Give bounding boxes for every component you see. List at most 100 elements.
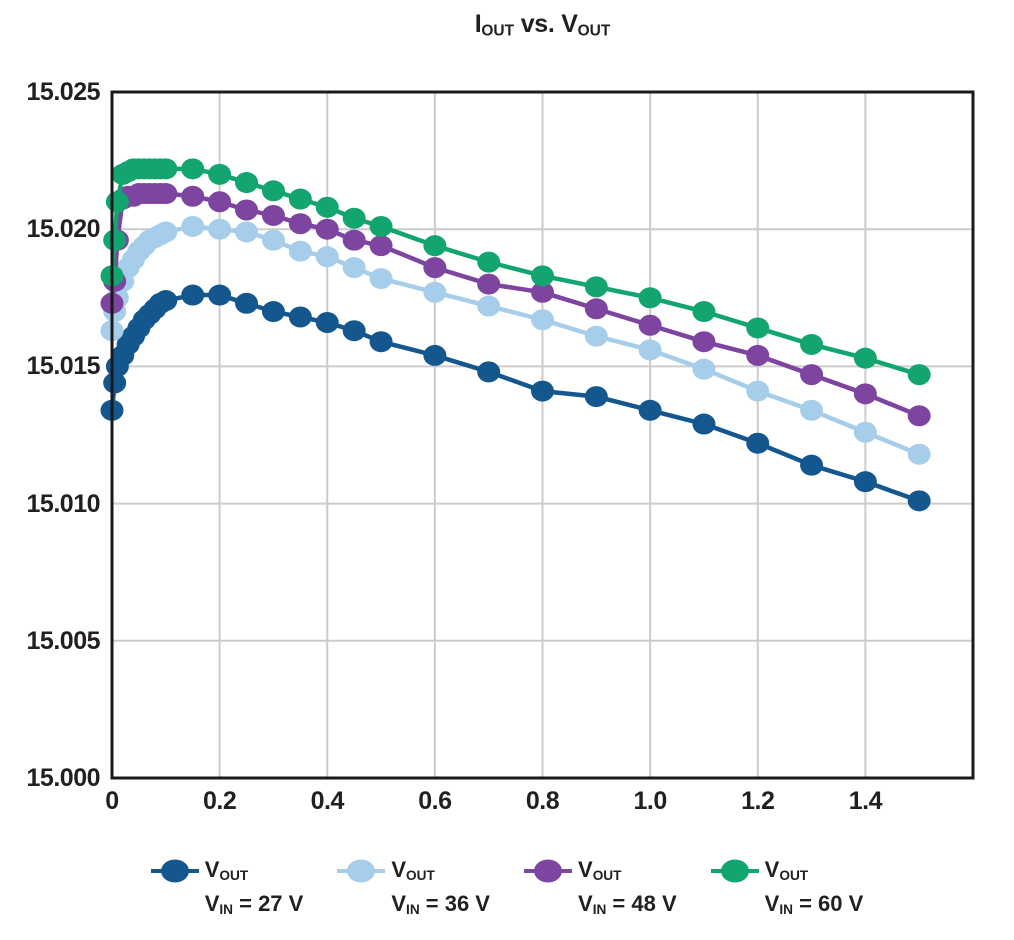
x-tick-label: 1.2 (741, 787, 775, 815)
data-point-vin-36 (477, 295, 501, 317)
data-point-vin-36 (288, 240, 312, 262)
data-point-vin-48 (692, 331, 716, 353)
data-point-vin-36 (800, 399, 824, 421)
data-point-vin-36 (154, 221, 178, 243)
data-point-vin-60 (638, 287, 662, 309)
data-point-vin-60 (261, 180, 285, 202)
plot-border (110, 90, 975, 780)
data-point-vin-36 (638, 339, 662, 361)
data-point-vin-48 (531, 281, 554, 303)
data-point-vin-36 (235, 221, 259, 243)
data-point-vin-48 (853, 383, 877, 405)
x-tick-label: 0.8 (525, 787, 560, 815)
legend-label: VOUT (391, 857, 435, 883)
data-point-vin-60 (342, 207, 366, 229)
data-point-vin-48 (235, 199, 259, 221)
data-point-vin-36 (423, 281, 447, 303)
legend-label: VOUT (204, 857, 249, 883)
data-point-vin-60 (477, 251, 501, 273)
legend-marker-vin-48 (524, 859, 572, 883)
data-point-vin-27 (692, 413, 716, 435)
data-point-vin-60 (369, 215, 393, 237)
legend-marker-vin-36 (337, 859, 386, 883)
data-point-vin-60 (235, 172, 259, 194)
series-vin-48 (100, 183, 931, 427)
legend-item-vin-48: VOUT VIN = 48 V (524, 856, 677, 924)
x-tick-label: 1.4 (848, 787, 883, 815)
data-point-vin-60 (746, 317, 770, 339)
data-point-vin-27 (907, 490, 931, 512)
data-point-vin-27 (531, 380, 554, 402)
data-point-vin-36 (369, 268, 393, 290)
data-point-vin-36 (208, 218, 232, 240)
data-point-vin-48 (154, 183, 178, 205)
y-tick-label: 15.010 (26, 489, 101, 518)
data-point-vin-36 (315, 246, 339, 268)
data-point-vin-48 (342, 229, 366, 251)
data-point-vin-27 (853, 471, 877, 493)
x-tick-label: 0.6 (418, 787, 452, 815)
data-point-vin-27 (423, 344, 447, 366)
legend-marker-vin-60 (710, 859, 759, 883)
data-point-vin-27 (181, 284, 205, 306)
data-point-vin-48 (369, 235, 393, 257)
data-point-vin-48 (800, 364, 824, 386)
series-vin-60 (100, 158, 931, 386)
data-point-vin-27 (746, 432, 770, 454)
data-point-vin-48 (315, 218, 339, 240)
data-point-vin-27 (154, 290, 178, 312)
data-point-vin-36 (181, 215, 205, 237)
data-point-vin-27 (800, 454, 824, 476)
data-point-vin-27 (261, 301, 285, 323)
y-tick-label: 15.015 (26, 352, 101, 381)
x-tick-label: 1.0 (633, 787, 667, 815)
data-point-vin-48 (288, 213, 312, 235)
y-tick-label: 15.025 (26, 78, 101, 106)
data-point-vin-60 (154, 158, 178, 180)
x-tick-label: 0.4 (310, 787, 345, 815)
data-point-vin-60 (315, 196, 339, 218)
legend-sublabel: VIN = 48 V (578, 891, 677, 917)
legend-sublabel: VIN = 36 V (391, 891, 490, 917)
data-point-vin-60 (423, 235, 447, 257)
data-point-vin-48 (423, 257, 447, 279)
data-point-vin-27 (369, 331, 393, 353)
chart-title: IOUT vs. VOUT (112, 10, 973, 40)
title-part: I (474, 10, 482, 38)
series-vin-27 (100, 284, 931, 512)
legend-label: VOUT (764, 857, 809, 883)
data-point-vin-27 (103, 372, 127, 394)
data-point-vin-48 (584, 298, 608, 320)
data-point-vin-27 (638, 399, 662, 421)
data-point-vin-27 (342, 320, 366, 342)
data-point-vin-60 (288, 188, 312, 210)
data-point-vin-36 (907, 443, 931, 465)
data-point-vin-36 (692, 358, 716, 380)
legend: VOUT VIN = 27 V VOUT VIN = 36 V VOUT VIN = 48… (0, 856, 1014, 924)
data-point-vin-27 (477, 361, 501, 383)
data-point-vin-36 (584, 325, 608, 347)
legend-sublabel: VIN = 27 V (204, 891, 304, 917)
legend-item-vin-60: VOUT VIN = 60 V (710, 856, 863, 924)
data-point-vin-36 (531, 309, 554, 331)
data-point-vin-36 (853, 421, 877, 443)
legend-item-vin-27: VOUT VIN = 27 V (150, 856, 304, 924)
data-point-vin-48 (261, 204, 285, 226)
legend-item-vin-36: VOUT VIN = 36 V (337, 856, 490, 924)
data-point-vin-27 (584, 386, 608, 408)
legend-marker-vin-27 (150, 859, 199, 883)
data-point-vin-27 (315, 311, 339, 333)
data-point-vin-36 (342, 257, 366, 279)
data-point-vin-60 (692, 301, 716, 323)
data-point-vin-27 (235, 292, 259, 314)
data-point-vin-60 (181, 158, 205, 180)
data-point-vin-60 (531, 265, 554, 287)
data-point-vin-60 (853, 347, 877, 369)
data-point-vin-60 (105, 191, 129, 213)
data-point-vin-48 (638, 314, 662, 336)
data-point-vin-48 (477, 273, 501, 295)
title-subscript: OUT (481, 22, 515, 40)
data-point-vin-36 (261, 229, 285, 251)
